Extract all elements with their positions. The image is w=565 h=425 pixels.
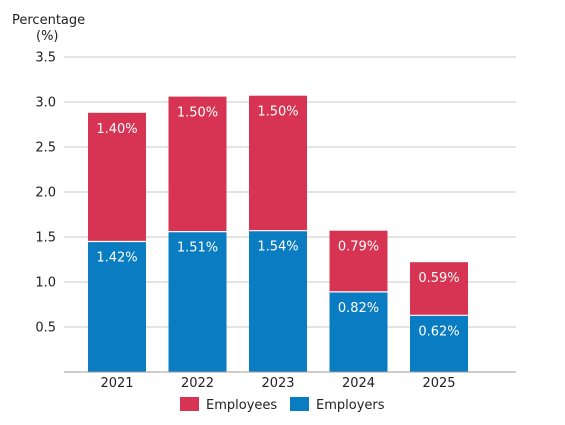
bar-employers-2024 <box>329 291 388 372</box>
legend-swatch-employers <box>290 397 309 411</box>
bars <box>88 95 468 372</box>
y-axis-title-line1: Percentage <box>12 13 85 28</box>
bar-employees-2022 <box>168 96 227 232</box>
legend-label-employers: Employers <box>316 398 385 413</box>
bar-employers-2021 <box>88 241 146 372</box>
legend-label-employees: Employees <box>206 398 277 413</box>
legend: Employees Employers <box>180 397 385 413</box>
bar-employers-2023 <box>249 230 307 372</box>
data-label-employees-2021: 1.40% <box>96 122 137 137</box>
y-tick-label: 2.0 <box>35 186 56 201</box>
y-axis-title-line2: (%) <box>36 29 59 44</box>
y-tick-label: 1.0 <box>35 276 56 291</box>
data-labels: 1.42% 1.40% 1.51% 1.50% 1.54% 1.50% 0.82% 0.79%… <box>96 105 459 340</box>
x-tick-label: 2022 <box>181 376 214 391</box>
y-tick-label: 3.0 <box>35 96 56 111</box>
bar-employers-2025 <box>410 315 468 372</box>
data-label-employers-2023: 1.54% <box>257 240 298 255</box>
data-label-employers-2021: 1.42% <box>96 251 137 266</box>
data-label-employees-2025: 0.59% <box>418 271 459 286</box>
bar-employees-2024 <box>329 230 388 292</box>
bar-employees-2021 <box>88 112 146 242</box>
y-tick-label: 2.5 <box>35 141 56 156</box>
x-tick-label: 2023 <box>261 376 294 391</box>
data-label-employees-2023: 1.50% <box>257 105 298 120</box>
bar-employees-2025 <box>410 262 468 316</box>
y-tick-label: 3.5 <box>35 51 56 66</box>
legend-swatch-employees <box>180 397 199 411</box>
axes: 0.5 1.0 1.5 2.0 2.5 3.0 3.5 2021 2022 2023 2024 202… <box>35 51 516 391</box>
y-tick-label: 1.5 <box>35 231 56 246</box>
bar-employers-2022 <box>168 231 227 372</box>
data-label-employees-2024: 0.79% <box>338 240 379 255</box>
x-tick-label: 2021 <box>100 376 133 391</box>
x-tick-label: 2024 <box>342 376 375 391</box>
bar-employees-2023 <box>249 95 307 231</box>
x-tick-label: 2025 <box>422 376 455 391</box>
data-label-employers-2022: 1.51% <box>177 241 218 256</box>
y-tick-label: 0.5 <box>35 321 56 336</box>
data-label-employers-2024: 0.82% <box>338 301 379 316</box>
data-label-employees-2022: 1.50% <box>177 106 218 121</box>
data-label-employers-2025: 0.62% <box>418 324 459 339</box>
